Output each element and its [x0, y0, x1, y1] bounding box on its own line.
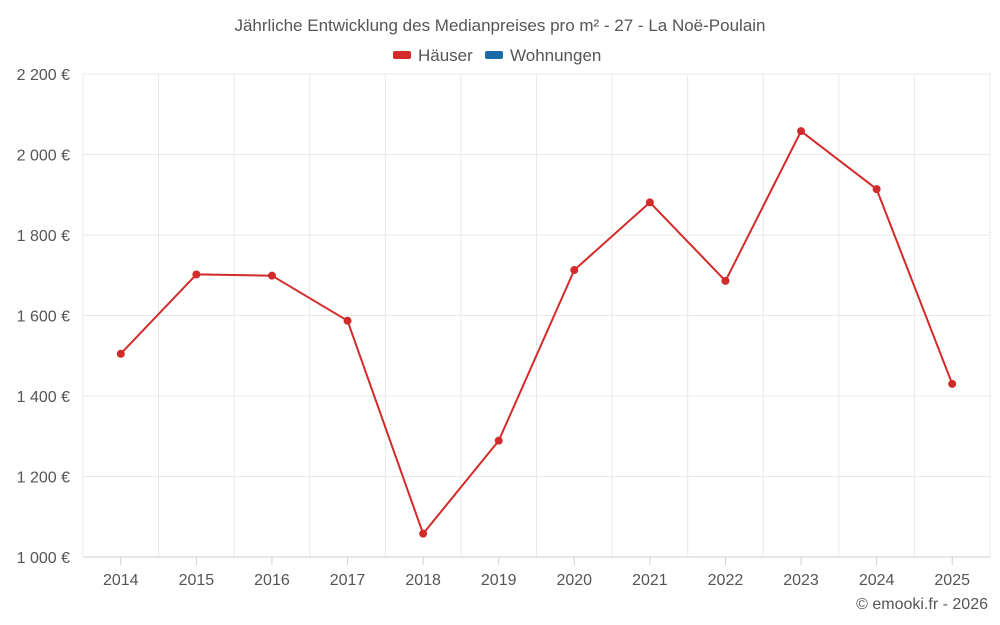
- x-gridlines: [82, 74, 991, 557]
- x-tick-label: 2020: [556, 572, 592, 589]
- data-point[interactable]: [419, 529, 428, 538]
- y-tick-label: 2 000 €: [17, 148, 70, 165]
- x-tick-label: 2017: [330, 572, 366, 589]
- data-point[interactable]: [267, 271, 276, 280]
- legend-item-wohnungen[interactable]: Wohnungen: [485, 46, 601, 65]
- data-point[interactable]: [948, 379, 957, 388]
- legend-swatch-haeuser: [393, 51, 411, 59]
- x-tick-label: 2022: [708, 572, 744, 589]
- data-point[interactable]: [494, 436, 503, 445]
- y-tick-label: 1 400 €: [17, 389, 70, 406]
- data-point[interactable]: [343, 316, 352, 325]
- chart-title: Jährliche Entwicklung des Medianpreises …: [234, 16, 765, 35]
- data-point[interactable]: [797, 127, 806, 136]
- data-point[interactable]: [721, 276, 730, 285]
- x-tick-label: 2016: [254, 572, 290, 589]
- x-tick-label: 2023: [783, 572, 819, 589]
- x-tick-label: 2021: [632, 572, 668, 589]
- y-tick-label: 1 200 €: [17, 470, 70, 487]
- y-tick-label: 2 200 €: [17, 67, 70, 84]
- y-tick-label: 1 000 €: [17, 550, 70, 567]
- series-line-0: [120, 130, 954, 535]
- legend-label-haeuser: Häuser: [418, 46, 473, 65]
- y-tick-label: 1 600 €: [17, 309, 70, 326]
- legend: Häuser Wohnungen: [393, 46, 601, 65]
- x-tick-label: 2014: [103, 572, 139, 589]
- legend-item-haeuser[interactable]: Häuser: [393, 46, 473, 65]
- series-points: [116, 127, 957, 538]
- y-axis-labels: 1 000 € 1 200 € 1 400 € 1 600 € 1 800 € 2 000…: [17, 67, 70, 567]
- data-point[interactable]: [116, 349, 125, 358]
- x-axis-labels: 2014 2015 2016 2017 2018 2019 2020 2021 2022 2023…: [103, 557, 970, 589]
- x-tick-label: 2018: [405, 572, 441, 589]
- data-point[interactable]: [570, 266, 579, 275]
- credit-text: © emooki.fr - 2026: [856, 596, 988, 613]
- data-point[interactable]: [645, 198, 654, 207]
- data-point[interactable]: [872, 185, 881, 194]
- series-lines: [120, 130, 954, 535]
- data-point[interactable]: [192, 270, 201, 279]
- legend-swatch-wohnungen: [485, 51, 503, 59]
- y-tick-label: 1 800 €: [17, 228, 70, 245]
- x-tick-label: 2024: [859, 572, 895, 589]
- legend-label-wohnungen: Wohnungen: [510, 46, 601, 65]
- x-tick-label: 2025: [934, 572, 970, 589]
- x-tick-label: 2015: [179, 572, 215, 589]
- x-tick-label: 2019: [481, 572, 517, 589]
